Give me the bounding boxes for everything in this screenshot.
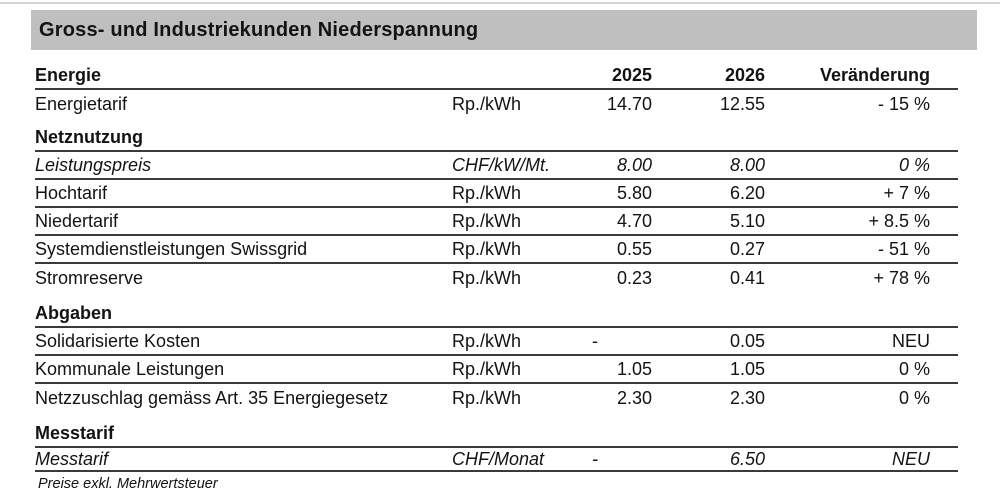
- row-unit: Rp./kWh: [452, 358, 522, 379]
- row-unit: Rp./kWh: [452, 93, 522, 114]
- title-bar: Gross- und Industriekunden Niederspannun…: [31, 10, 977, 50]
- row-label: Niedertarif: [35, 210, 119, 231]
- row-value-2026: 0.41: [729, 267, 765, 288]
- row-label: Kommunale Leistungen: [35, 358, 225, 379]
- row-change: NEU: [891, 330, 930, 351]
- row-value-2026: 6.50: [729, 448, 765, 469]
- table-header-row: Energie 2025 2026 Veränderung: [35, 62, 958, 90]
- row-unit: Rp./kWh: [452, 267, 522, 288]
- section-heading-row-abgaben: Abgaben: [35, 300, 958, 328]
- row-unit: CHF/kW/Mt.: [452, 154, 550, 175]
- row-value-2026: 6.20: [729, 182, 765, 203]
- section-heading-energie: Energie: [35, 64, 102, 85]
- row-value-2026: 0.27: [729, 238, 765, 259]
- row-value-2026: 1.05: [729, 358, 765, 379]
- row-value-2025: -: [592, 448, 598, 469]
- row-value-2025: 14.70: [606, 93, 652, 114]
- table-row-stromreserve: Stromreserve Rp./kWh 0.23 0.41 + 78 %: [35, 264, 958, 292]
- row-change: + 7 %: [883, 182, 930, 203]
- row-value-2025: -: [592, 330, 598, 351]
- row-label: Energietarif: [35, 93, 128, 114]
- row-value-2026: 2.30: [729, 387, 765, 408]
- row-change: NEU: [891, 448, 930, 469]
- table-row-energietarif: Energietarif Rp./kWh 14.70 12.55 - 15 %: [35, 90, 958, 118]
- row-value-2025: 0.55: [616, 238, 652, 259]
- section-heading-row-messtarif: Messtarif: [35, 420, 958, 448]
- column-header-veraenderung: Veränderung: [819, 64, 930, 85]
- table-row-hochtarif: Hochtarif Rp./kWh 5.80 6.20 + 7 %: [35, 180, 958, 208]
- row-value-2025: 8.00: [616, 154, 652, 175]
- row-unit: Rp./kWh: [452, 210, 522, 231]
- table-row-systemdienstleistungen: Systemdienstleistungen Swissgrid Rp./kWh…: [35, 236, 958, 264]
- row-label: Solidarisierte Kosten: [35, 330, 201, 351]
- table-row-solidarisierte-kosten: Solidarisierte Kosten Rp./kWh - 0.05 NEU: [35, 328, 958, 356]
- row-value-2025: 0.23: [616, 267, 652, 288]
- row-change: 0 %: [898, 387, 930, 408]
- row-value-2025: 1.05: [616, 358, 652, 379]
- row-unit: CHF/Monat: [452, 448, 545, 469]
- section-heading-messtarif: Messtarif: [35, 422, 115, 443]
- row-unit: Rp./kWh: [452, 238, 522, 259]
- section-heading-abgaben: Abgaben: [35, 302, 113, 323]
- row-label: Stromreserve: [35, 267, 144, 288]
- table-row-niedertarif: Niedertarif Rp./kWh 4.70 5.10 + 8.5 %: [35, 208, 958, 236]
- table-row-messtarif: Messtarif CHF/Monat - 6.50 NEU: [35, 448, 958, 472]
- row-label: Messtarif: [35, 448, 109, 469]
- tariff-table: Energie 2025 2026 Veränderung Energietar…: [35, 62, 958, 472]
- row-unit: Rp./kWh: [452, 330, 522, 351]
- table-row-kommunale-leistungen: Kommunale Leistungen Rp./kWh 1.05 1.05 0…: [35, 356, 958, 384]
- row-value-2025: 4.70: [616, 210, 652, 231]
- row-value-2025: 5.80: [616, 182, 652, 203]
- row-unit: Rp./kWh: [452, 182, 522, 203]
- row-label: Hochtarif: [35, 182, 108, 203]
- row-change: - 51 %: [877, 238, 930, 259]
- row-change: 0 %: [898, 358, 930, 379]
- row-value-2026: 5.10: [729, 210, 765, 231]
- table-row-leistungspreis: Leistungspreis CHF/kW/Mt. 8.00 8.00 0 %: [35, 152, 958, 180]
- row-change: + 8.5 %: [868, 210, 930, 231]
- row-change: 0 %: [898, 154, 930, 175]
- page-title: Gross- und Industriekunden Niederspannun…: [39, 18, 479, 41]
- top-hairline: [0, 2, 1000, 4]
- section-heading-netznutzung: Netznutzung: [35, 126, 143, 147]
- column-header-2025: 2025: [611, 64, 652, 85]
- footnote: Preise exkl. Mehrwertsteuer: [38, 476, 218, 492]
- row-value-2025: 2.30: [616, 387, 652, 408]
- row-label: Leistungspreis: [35, 154, 152, 175]
- row-value-2026: 12.55: [719, 93, 765, 114]
- table-row-netzzuschlag: Netzzuschlag gemäss Art. 35 Energiegeset…: [35, 384, 958, 412]
- row-unit: Rp./kWh: [452, 387, 522, 408]
- row-label: Systemdienstleistungen Swissgrid: [35, 238, 308, 259]
- section-heading-row-netznutzung: Netznutzung: [35, 124, 958, 152]
- row-change: - 15 %: [877, 93, 930, 114]
- row-change: + 78 %: [873, 267, 930, 288]
- row-value-2026: 0.05: [729, 330, 765, 351]
- row-value-2026: 8.00: [729, 154, 765, 175]
- row-label: Netzzuschlag gemäss Art. 35 Energiegeset…: [35, 387, 389, 408]
- column-header-2026: 2026: [724, 64, 765, 85]
